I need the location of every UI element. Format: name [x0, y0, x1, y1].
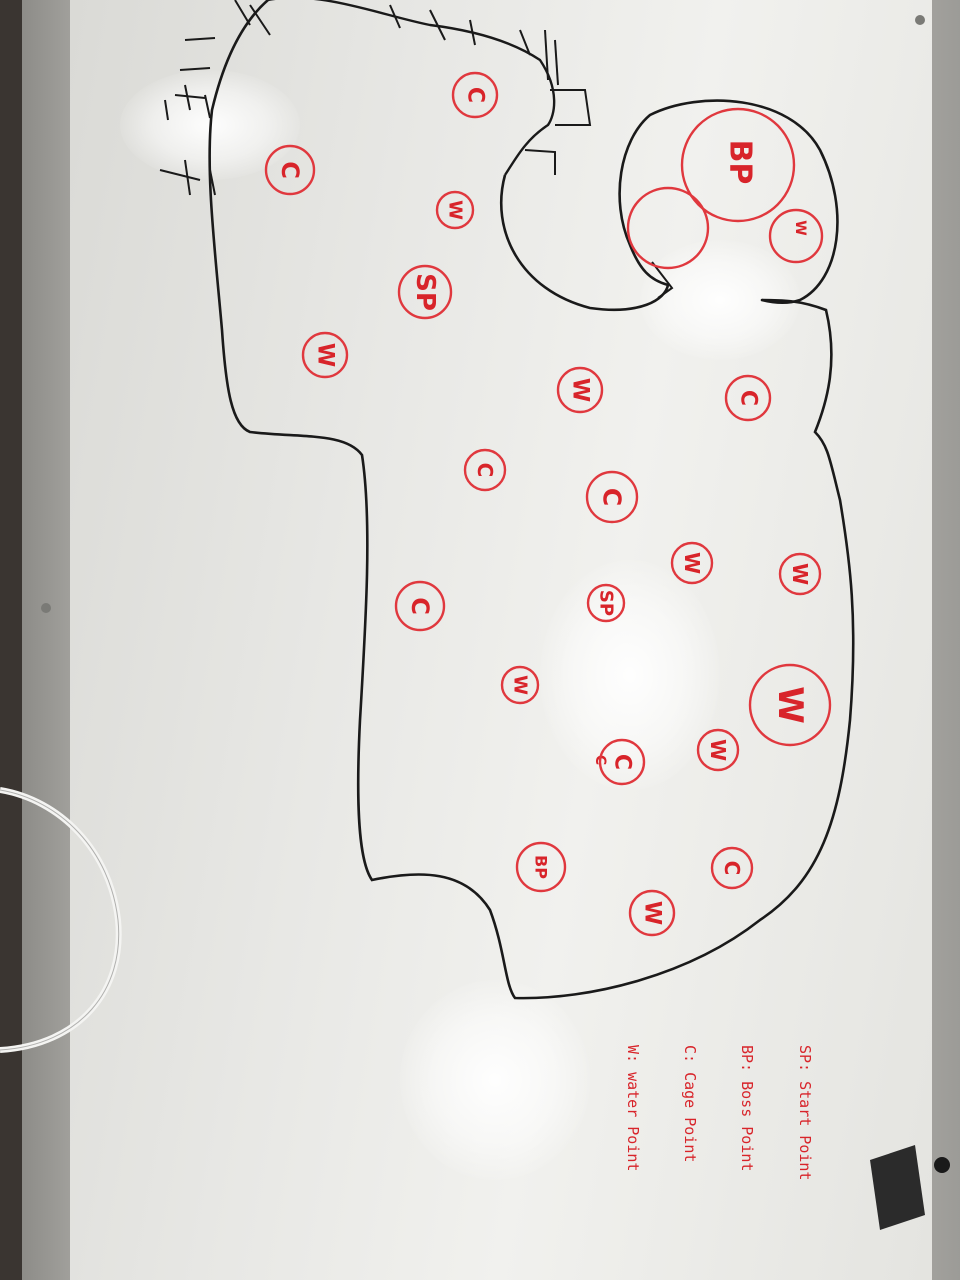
- legend-item-sp: SP: Start Point: [796, 1045, 814, 1180]
- legend-item-bp: BP: Boss Point: [738, 1045, 756, 1171]
- marker-ring: [264, 144, 316, 196]
- map-outline: [208, 0, 855, 1000]
- marker-cage: C: [724, 374, 772, 422]
- marker-ring: [696, 728, 740, 772]
- marker-ring: [451, 71, 499, 119]
- marker-label: C: [276, 161, 304, 179]
- marker-cage: C: [451, 71, 499, 119]
- marker-label: C: [473, 463, 497, 478]
- marker-cage: C: [585, 470, 639, 524]
- marker-cage: C: [264, 144, 316, 196]
- marker-ring: [778, 552, 822, 596]
- light-glare: [540, 560, 720, 790]
- cable: [0, 787, 122, 1053]
- marker-label: BP: [723, 140, 758, 185]
- marker-water: W: [792, 220, 808, 235]
- marker-label: BP: [532, 855, 551, 879]
- marker-label: W: [313, 343, 338, 367]
- marker-water: W: [301, 331, 349, 379]
- marker-water: W: [748, 663, 832, 747]
- marker-ring: [768, 208, 824, 264]
- marker-ring: [710, 846, 754, 890]
- marker-ring: [435, 190, 475, 230]
- marker-start: SP: [397, 264, 453, 320]
- light-glare: [400, 980, 590, 1180]
- marker-label: C: [610, 754, 635, 770]
- marker-ring: [628, 889, 676, 937]
- marker-label: W: [510, 675, 531, 695]
- marker-label: C: [406, 597, 434, 615]
- marker-ring: [626, 186, 710, 270]
- legend: SP: Start Point BP: Boss Point C: Cage P…: [624, 1045, 814, 1180]
- marker-boss: BP: [723, 140, 758, 185]
- marker-label: C: [736, 390, 761, 406]
- marker-label: W: [706, 739, 730, 761]
- marker-ring: [515, 841, 567, 893]
- marker-water: W: [435, 190, 475, 230]
- marker-ring: [670, 541, 714, 585]
- eraser: [870, 1145, 925, 1230]
- marker-ring: [301, 331, 349, 379]
- map-outline: [268, 0, 556, 176]
- marker-water: W: [556, 366, 604, 414]
- marker-ring: [724, 374, 772, 422]
- marker-label: W: [788, 563, 812, 585]
- marker-water: W: [670, 541, 714, 585]
- marker-water: W: [628, 889, 676, 937]
- marker-label: W: [680, 552, 704, 574]
- map-outline: [651, 261, 674, 299]
- marker-label: SP: [410, 273, 440, 311]
- marker-ring: [585, 470, 639, 524]
- marker-label: C: [598, 488, 627, 506]
- marker-ring: [556, 366, 604, 414]
- marker-cage: C: [394, 580, 446, 632]
- marker-label: SP: [596, 590, 617, 616]
- legend-item-w: W: water Point: [624, 1045, 642, 1171]
- marker-label: C: [463, 87, 488, 103]
- marker-water: W: [500, 665, 540, 705]
- screw: [915, 15, 925, 25]
- marker-ring: [463, 448, 507, 492]
- marker-water: W: [778, 552, 822, 596]
- map-outline: [500, 99, 839, 312]
- legend-item-c: C: Cage Point: [681, 1045, 699, 1162]
- marker-boss: BP: [515, 841, 567, 893]
- marker-ring: [394, 580, 446, 632]
- screw: [41, 603, 51, 613]
- marker-water: W: [696, 728, 740, 772]
- marker-label: W: [792, 220, 808, 235]
- marker-label: W: [445, 200, 466, 220]
- marker-ring: [748, 663, 832, 747]
- marker-cage: C: [710, 846, 754, 890]
- marker-ring: [500, 665, 540, 705]
- marker-start: SP: [586, 583, 626, 623]
- marker-label: W: [640, 901, 665, 925]
- marker-cage: C: [463, 448, 507, 492]
- marker-ring: [397, 264, 453, 320]
- marker-ring: [680, 107, 796, 223]
- marker-label: W: [568, 378, 593, 402]
- marker-ring: [586, 583, 626, 623]
- marker-label: C: [720, 861, 744, 876]
- screw: [934, 1157, 950, 1173]
- tick-marks: [159, 0, 592, 196]
- marker-ring: [598, 738, 646, 786]
- marker-label: W: [770, 686, 810, 724]
- marker-cage: C: [598, 738, 646, 786]
